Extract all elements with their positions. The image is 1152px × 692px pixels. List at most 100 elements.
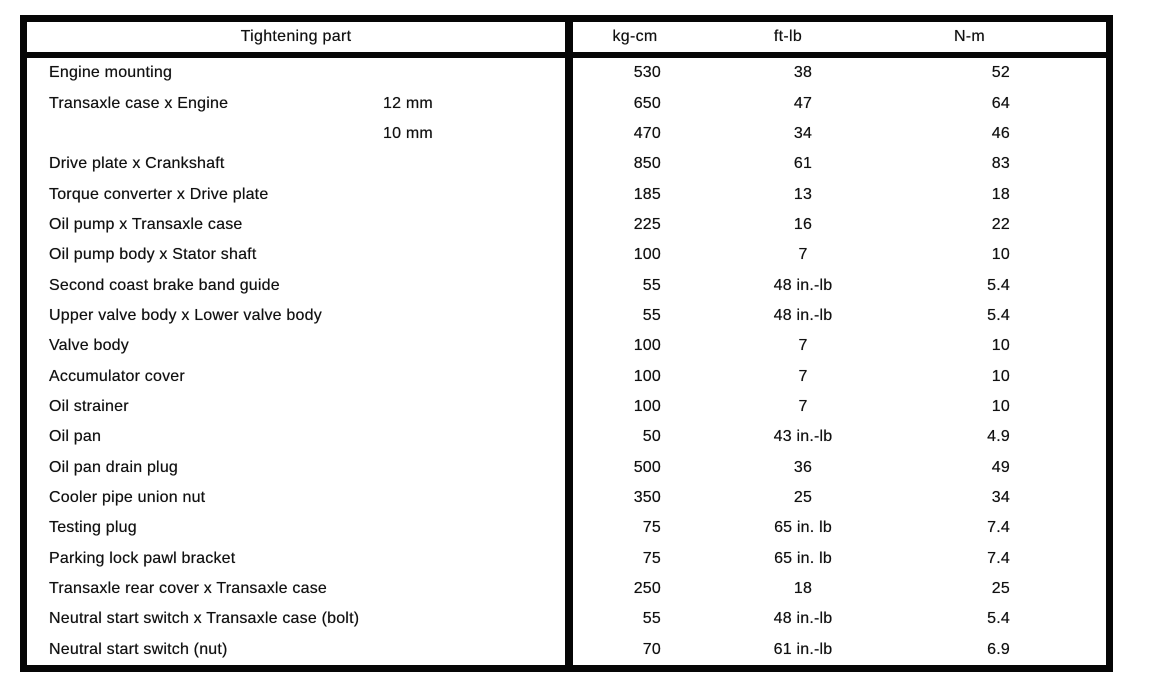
- value-n-m: 25: [991, 580, 1010, 598]
- value-row: 50 43 in.-lb 4.9: [573, 422, 1106, 452]
- part-row: Transaxle case x Engine 12 mm: [27, 88, 565, 118]
- value-kg-cm: 50: [642, 428, 661, 446]
- value-kg-cm: 225: [633, 215, 661, 233]
- value-kg-cm: 55: [642, 276, 661, 294]
- value-row: 75 65 in. lb 7.4: [573, 544, 1106, 574]
- part-name: Cooler pipe union nut: [49, 488, 206, 506]
- part-size-label: 10 mm: [383, 124, 433, 142]
- value-ft-lb: 34: [793, 124, 813, 142]
- part-name: Oil strainer: [49, 397, 129, 415]
- value-n-m: 5.4: [987, 276, 1010, 294]
- value-ft-lb: 48 in.-lb: [773, 276, 833, 294]
- value-ft-lb: 38: [793, 64, 813, 82]
- part-rows: Engine mounting Transaxle case x Engine 12…: [27, 58, 565, 665]
- value-ft-lb: 16: [793, 215, 813, 233]
- value-ft-lb: 61: [793, 155, 813, 173]
- value-row: 650 47 64: [573, 88, 1106, 118]
- value-ft-lb: 7: [798, 367, 808, 385]
- torque-values-columns: kg-cm ft-lb N-m 530 38 52 650 47 64 470 34 46 850…: [573, 22, 1106, 665]
- value-ft-lb: 36: [793, 458, 813, 476]
- value-kg-cm: 185: [633, 185, 661, 203]
- value-row: 470 34 46: [573, 119, 1106, 149]
- part-row: Transaxle rear cover x Transaxle case: [27, 574, 565, 604]
- value-ft-lb: 65 in. lb: [774, 549, 832, 567]
- value-kg-cm: 850: [633, 155, 661, 173]
- value-ft-lb: 65 in. lb: [774, 519, 832, 537]
- part-row: Oil pan drain plug: [27, 452, 565, 482]
- value-row: 530 38 52: [573, 58, 1106, 88]
- value-kg-cm: 100: [633, 337, 661, 355]
- value-n-m: 4.9: [987, 428, 1010, 446]
- part-name: Transaxle rear cover x Transaxle case: [49, 580, 328, 598]
- value-n-m: 52: [991, 64, 1010, 82]
- part-row: Engine mounting: [27, 58, 565, 88]
- value-ft-lb: 7: [798, 246, 808, 264]
- value-kg-cm: 100: [633, 246, 661, 264]
- value-row: 350 25 34: [573, 483, 1106, 513]
- column-header-kg-cm: kg-cm: [612, 28, 658, 45]
- part-row: Testing plug: [27, 513, 565, 543]
- part-name: Oil pump x Transaxle case: [49, 215, 243, 233]
- value-n-m: 10: [991, 246, 1010, 264]
- part-row: Neutral start switch x Transaxle case (b…: [27, 604, 565, 634]
- value-n-m: 10: [991, 337, 1010, 355]
- value-row: 55 48 in.-lb 5.4: [573, 301, 1106, 331]
- part-name: Neutral start switch x Transaxle case (b…: [49, 610, 360, 628]
- value-ft-lb: 48 in.-lb: [773, 610, 833, 628]
- part-name: Torque converter x Drive plate: [49, 185, 269, 203]
- value-row: 250 18 25: [573, 574, 1106, 604]
- value-row: 100 7 10: [573, 240, 1106, 270]
- value-kg-cm: 350: [633, 488, 661, 506]
- part-row: Oil pump x Transaxle case: [27, 210, 565, 240]
- value-kg-cm: 100: [633, 367, 661, 385]
- part-name: Engine mounting: [49, 64, 173, 82]
- value-row: 500 36 49: [573, 452, 1106, 482]
- value-row: 100 7 10: [573, 331, 1106, 361]
- part-name: Transaxle case x Engine: [49, 94, 229, 112]
- value-row: 55 48 in.-lb 5.4: [573, 604, 1106, 634]
- part-row: Parking lock pawl bracket: [27, 544, 565, 574]
- torque-spec-table: Tightening part Engine mounting Transaxle…: [20, 15, 1113, 672]
- part-row: Upper valve body x Lower valve body: [27, 301, 565, 331]
- column-header-n-m: N-m: [953, 28, 986, 45]
- value-n-m: 46: [991, 124, 1010, 142]
- value-n-m: 7.4: [987, 549, 1010, 567]
- value-n-m: 64: [991, 94, 1010, 112]
- part-name: Accumulator cover: [49, 367, 185, 385]
- value-kg-cm: 55: [642, 610, 661, 628]
- value-kg-cm: 55: [642, 306, 661, 324]
- value-n-m: 49: [991, 458, 1010, 476]
- column-header-ft-lb: ft-lb: [773, 28, 803, 45]
- value-kg-cm: 250: [633, 580, 661, 598]
- part-row: Oil strainer: [27, 392, 565, 422]
- value-ft-lb: 13: [793, 185, 813, 203]
- part-name: Testing plug: [49, 519, 137, 537]
- part-row: Drive plate x Crankshaft: [27, 149, 565, 179]
- value-kg-cm: 75: [642, 519, 661, 537]
- value-kg-cm: 650: [633, 94, 661, 112]
- value-kg-cm: 70: [642, 640, 661, 658]
- value-row: 75 65 in. lb 7.4: [573, 513, 1106, 543]
- value-row: 70 61 in.-lb 6.9: [573, 635, 1106, 665]
- value-n-m: 83: [991, 155, 1010, 173]
- value-ft-lb: 25: [793, 488, 813, 506]
- column-header-tightening-part: Tightening part: [27, 22, 565, 58]
- value-kg-cm: 75: [642, 549, 661, 567]
- value-ft-lb: 43 in.-lb: [773, 428, 833, 446]
- part-row: Oil pump body x Stator shaft: [27, 240, 565, 270]
- value-n-m: 34: [991, 488, 1010, 506]
- value-n-m: 5.4: [987, 306, 1010, 324]
- part-name: Oil pan: [49, 428, 102, 446]
- part-name: Neutral start switch (nut): [49, 640, 228, 658]
- unit-header-row: kg-cm ft-lb N-m: [573, 22, 1106, 58]
- part-name: Upper valve body x Lower valve body: [49, 306, 322, 324]
- column-divider-rule: [565, 22, 573, 665]
- value-row: 100 7 10: [573, 361, 1106, 391]
- value-n-m: 22: [991, 215, 1010, 233]
- value-kg-cm: 530: [633, 64, 661, 82]
- part-row: Second coast brake band guide: [27, 270, 565, 300]
- part-name: Oil pump body x Stator shaft: [49, 246, 257, 264]
- value-n-m: 10: [991, 367, 1010, 385]
- value-kg-cm: 470: [633, 124, 661, 142]
